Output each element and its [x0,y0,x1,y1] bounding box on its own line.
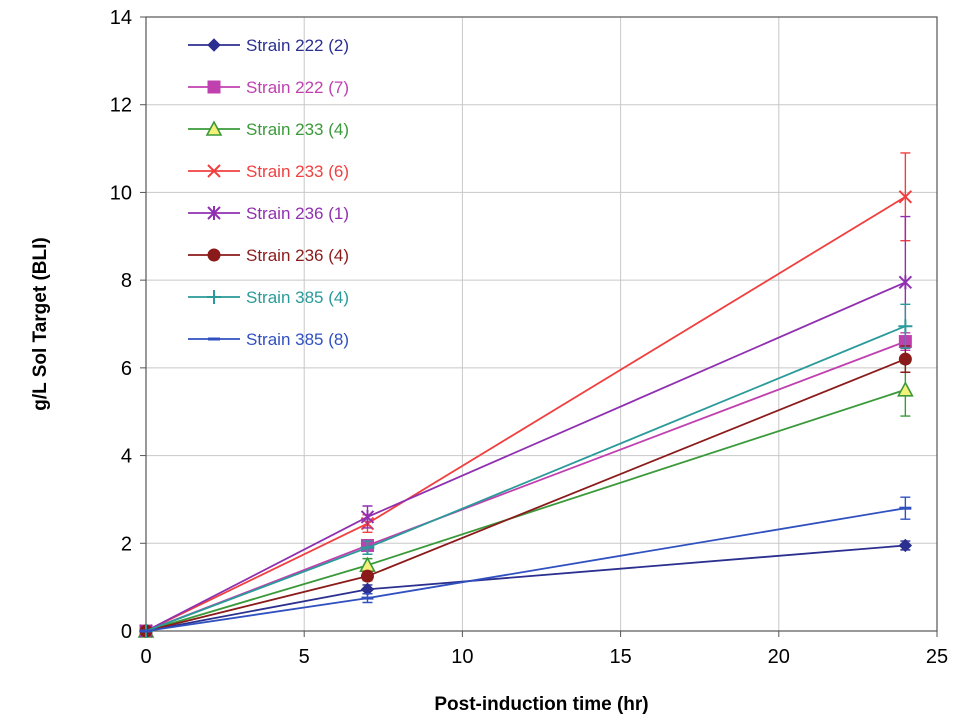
legend-marker [207,164,221,178]
legend-item: Strain 233 (4) [188,120,349,139]
series-line [145,325,906,632]
plot-frame [145,16,938,632]
x-tick-label: 20 [768,646,790,668]
legend-label: Strain 233 (4) [246,120,349,139]
y-tick-label: 10 [110,182,132,204]
x-axis-title: Post-induction time (hr) [434,694,648,715]
series-2 [137,362,914,638]
legend-item: Strain 236 (4) [188,246,349,265]
legend-item: Strain 385 (4) [188,288,349,307]
data-point [898,538,913,553]
series-7 [140,496,912,633]
legend-label: Strain 233 (6) [246,162,349,181]
y-tick-label: 8 [121,270,132,292]
legend-marker [207,206,221,220]
legend-label: Strain 385 (4) [246,288,349,307]
data-point [898,319,913,334]
legend-item: Strain 233 (6) [188,162,349,181]
series-layer [137,152,914,638]
legend-item: Strain 236 (1) [188,204,349,223]
data-point [359,556,376,573]
legend-label: Strain 236 (4) [246,246,349,265]
legend-marker [205,120,223,136]
series-line [145,507,906,632]
series-line [145,358,906,632]
legend-marker [207,80,221,94]
axis-ticks: 0 5 10 15 20 25 0 2 4 6 8 10 12 14 [110,7,948,668]
y-tick-label: 12 [110,95,132,117]
legend-marker [207,290,221,304]
series-1 [139,332,912,638]
legend-item: Strain 222 (7) [188,78,349,97]
data-point [898,275,913,290]
y-tick-label: 0 [121,621,132,643]
y-tick-label: 6 [121,358,132,380]
data-point [360,509,375,524]
legend-marker [207,248,221,262]
x-tick-label: 25 [926,646,948,668]
y-tick-label: 14 [110,7,132,29]
series-6 [139,303,913,638]
x-tick-label: 10 [451,646,473,668]
y-tick-label: 4 [121,446,132,468]
data-point [898,190,913,204]
data-point [360,540,375,555]
series-line [145,388,906,632]
x-tick-label: 0 [140,646,151,668]
series-3 [139,152,913,638]
x-tick-label: 5 [299,646,310,668]
y-tick-label: 2 [121,533,132,555]
legend-label: Strain 236 (1) [246,204,349,223]
legend: Strain 222 (2) Strain 222 (7) Strain 233 (… [188,36,349,349]
legend-marker [207,38,221,52]
y-axis-title: g/L Sol Target (BLI) [30,237,51,410]
data-point [898,352,912,366]
legend-item: Strain 385 (8) [188,330,349,349]
grid [145,16,938,632]
series-5 [139,345,912,638]
data-point [360,569,374,583]
x-tick-label: 15 [609,646,631,668]
legend-label: Strain 385 (8) [246,330,349,349]
legend-item: Strain 222 (2) [188,36,349,55]
data-point [897,381,914,397]
legend-label: Strain 222 (2) [246,36,349,55]
legend-label: Strain 222 (7) [246,78,349,97]
